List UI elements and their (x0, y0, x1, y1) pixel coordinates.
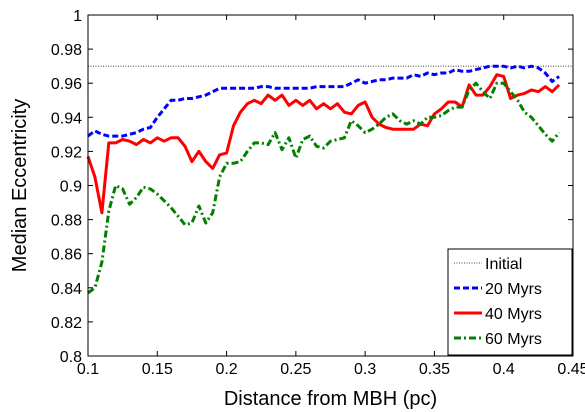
y-tick-label: 0.9 (60, 179, 82, 196)
x-tick-label: 0.2 (215, 361, 237, 378)
legend-label: Initial (485, 256, 522, 273)
x-axis-label: Distance from MBH (pc) (224, 388, 437, 410)
y-tick-label: 0.88 (51, 213, 82, 230)
y-tick-label: 1 (73, 8, 82, 25)
ticks: 0.1 0.15 0.2 0.25 0.3 0.35 0.4 0.45 0.8 0.82 0.84 0… (51, 8, 585, 378)
y-tick-label: 0.84 (51, 281, 82, 298)
series-line-40-myrs (86, 73, 561, 215)
x-tick-label: 0.3 (354, 361, 376, 378)
x-tick-label: 0.1 (77, 361, 99, 378)
legend-box (447, 248, 573, 356)
y-axis-label: Median Eccentricity (9, 99, 31, 272)
y-tick-label: 0.98 (51, 42, 82, 59)
legend: Initial 20 Myrs 40 Myrs 60 Myrs (447, 248, 573, 356)
legend-label: 40 Myrs (485, 306, 542, 323)
x-tick-label: 0.4 (493, 361, 515, 378)
series-line-20-myrs (87, 64, 560, 138)
x-tick-label: 0.25 (280, 361, 311, 378)
legend-label: 20 Myrs (485, 281, 542, 298)
plot-lines (86, 64, 573, 295)
x-tick-label: 0.15 (142, 361, 173, 378)
x-tick-label: 0.45 (557, 361, 585, 378)
y-tick-label: 0.86 (51, 247, 82, 264)
y-tick-label: 0.94 (51, 110, 82, 127)
legend-label: 60 Myrs (485, 331, 542, 348)
series-line-60-myrs (87, 81, 561, 295)
y-tick-label: 0.82 (51, 315, 82, 332)
y-tick-label: 0.96 (51, 76, 82, 93)
y-tick-label: 0.92 (51, 144, 82, 161)
x-tick-label: 0.35 (419, 361, 450, 378)
y-tick-label: 0.8 (60, 349, 82, 366)
